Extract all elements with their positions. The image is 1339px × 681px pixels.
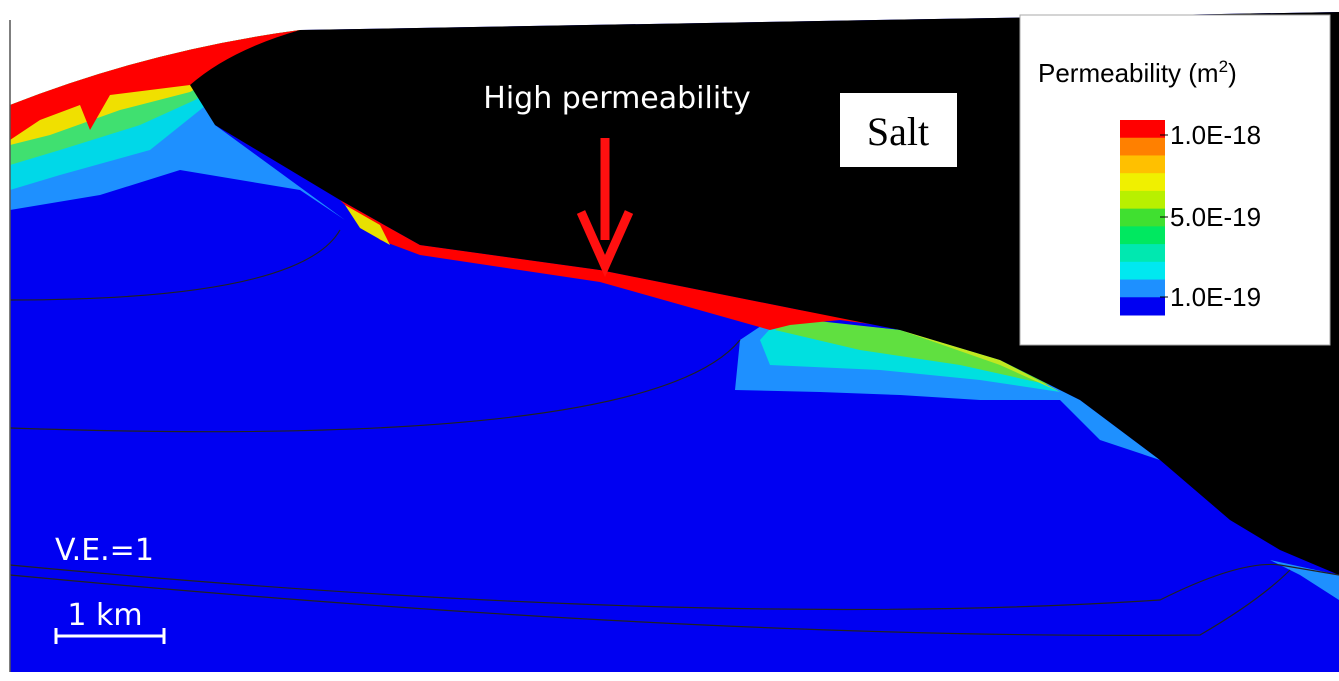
legend-title-sup: 2 — [1219, 57, 1228, 76]
colorbar-band — [1120, 209, 1165, 227]
colorbar-band — [1120, 173, 1165, 191]
colorbar-tick-label: 5.0E-19 — [1170, 202, 1261, 232]
salt-label: Salt — [867, 109, 929, 154]
colorbar-band — [1120, 262, 1165, 280]
colorbar: 1.0E-18 5.0E-19 1.0E-19 — [1120, 120, 1261, 316]
colorbar-band — [1120, 191, 1165, 209]
colorbar-band — [1120, 280, 1165, 298]
legend-title-close: ) — [1228, 58, 1237, 88]
colorbar-tick-label: 1.0E-19 — [1170, 282, 1261, 312]
legend-title: Permeability (m2) — [1038, 57, 1237, 88]
colorbar-band — [1120, 297, 1165, 315]
colorbar-band — [1120, 155, 1165, 173]
colorbar-band — [1120, 120, 1165, 138]
page: {"annotations": {"arrow_label": "High pe… — [0, 0, 1339, 681]
colorbar-band — [1120, 226, 1165, 244]
scale-label: 1 km — [67, 598, 142, 633]
arrow-label: High permeability — [483, 81, 750, 116]
ve-label: V.E.=1 — [55, 533, 154, 568]
colorbar-tick-label: 1.0E-18 — [1170, 120, 1261, 150]
legend-title-main: Permeability (m — [1038, 58, 1219, 88]
figure: Salt High permeability V.E.=1 1 km Perme… — [0, 0, 1339, 681]
colorbar-band — [1120, 138, 1165, 156]
colorbar-band — [1120, 244, 1165, 262]
